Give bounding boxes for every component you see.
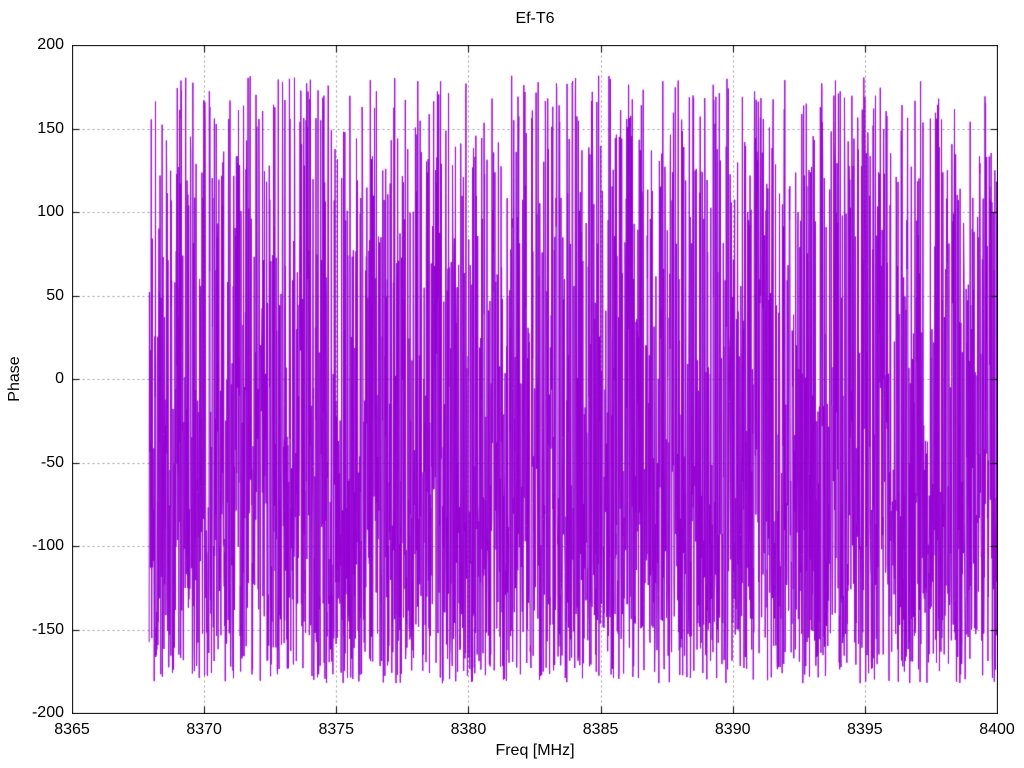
x-tick-label: 8375 [318,721,355,738]
x-tick-label: 8385 [582,721,619,738]
x-tick-label: 8365 [54,721,90,738]
y-tick-label: -50 [40,453,64,471]
x-tick-label: 8400 [979,721,1015,738]
y-tick-label: -100 [31,537,64,554]
y-tick-label: 150 [37,119,64,137]
plot-area [72,45,998,714]
y-tick-label: 100 [37,203,64,220]
y-tick-label: 200 [37,36,64,53]
x-axis-label: Freq [MHz] [495,742,575,759]
x-tick-label: 8395 [847,721,883,738]
y-tick-label: 0 [55,370,64,387]
x-tick-label: 8380 [450,721,487,738]
y-tick-label: -200 [31,704,64,721]
x-tick-label: 8370 [186,721,222,738]
chart-title: Ef-T6 [515,10,555,27]
plot-canvas [72,45,998,714]
x-tick-label: 8390 [714,721,751,738]
y-tick-label: -150 [31,620,64,638]
y-tick-label: 50 [46,286,64,304]
